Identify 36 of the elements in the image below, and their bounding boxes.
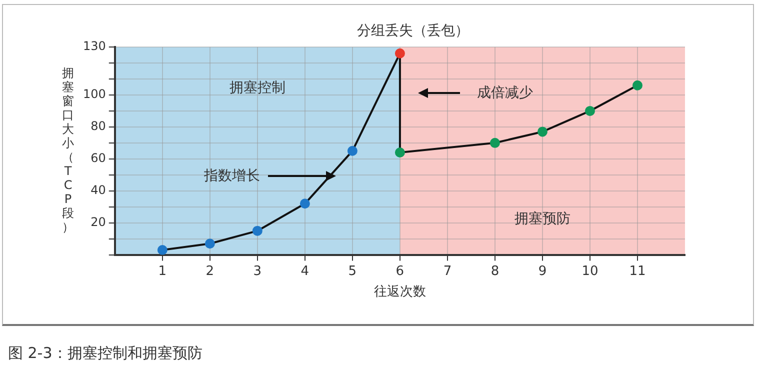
x-tick-label: 5	[348, 264, 357, 279]
caption: 图 2-3：拥塞控制和拥塞预防	[8, 344, 202, 362]
annotation: 指数增长	[204, 168, 260, 184]
y-tick-label: 60	[90, 151, 106, 166]
point	[157, 245, 168, 255]
y-tick-label: 20	[90, 214, 106, 229]
point	[204, 238, 215, 249]
point	[252, 226, 262, 236]
text: 拥塞窗口大小（TCP段）	[62, 66, 74, 234]
x-tick-label: 9	[538, 264, 547, 279]
annotation: 成倍减少	[477, 85, 533, 101]
x-tick-label: 4	[300, 264, 310, 279]
point	[394, 148, 405, 158]
x-tick-label: 2	[206, 264, 214, 279]
point	[632, 80, 642, 90]
y-tick-label: 40	[90, 182, 106, 197]
point	[584, 106, 595, 116]
point	[537, 126, 548, 137]
y-tick-label: 100	[83, 87, 106, 102]
x-tick-label: 1	[158, 264, 167, 279]
y-tick-label: 80	[90, 119, 106, 134]
point	[394, 48, 405, 58]
point	[300, 198, 310, 209]
x-tick-label: 11	[629, 264, 646, 279]
point	[347, 146, 358, 156]
x-tick-label: 8	[490, 264, 500, 279]
band-label: 拥塞控制	[229, 80, 286, 96]
x-axis-title: 往返次数	[374, 284, 426, 300]
point	[490, 138, 500, 148]
x-tick-label: 3	[253, 264, 262, 279]
x-tick-label: 10	[582, 264, 598, 279]
x-tick-label: 7	[443, 264, 452, 279]
text: 分组丢失（丢包）	[357, 23, 469, 39]
band-label: 拥塞预防	[514, 211, 570, 228]
y-tick-label: 130	[83, 39, 106, 54]
x-tick-label: 6	[396, 264, 404, 279]
